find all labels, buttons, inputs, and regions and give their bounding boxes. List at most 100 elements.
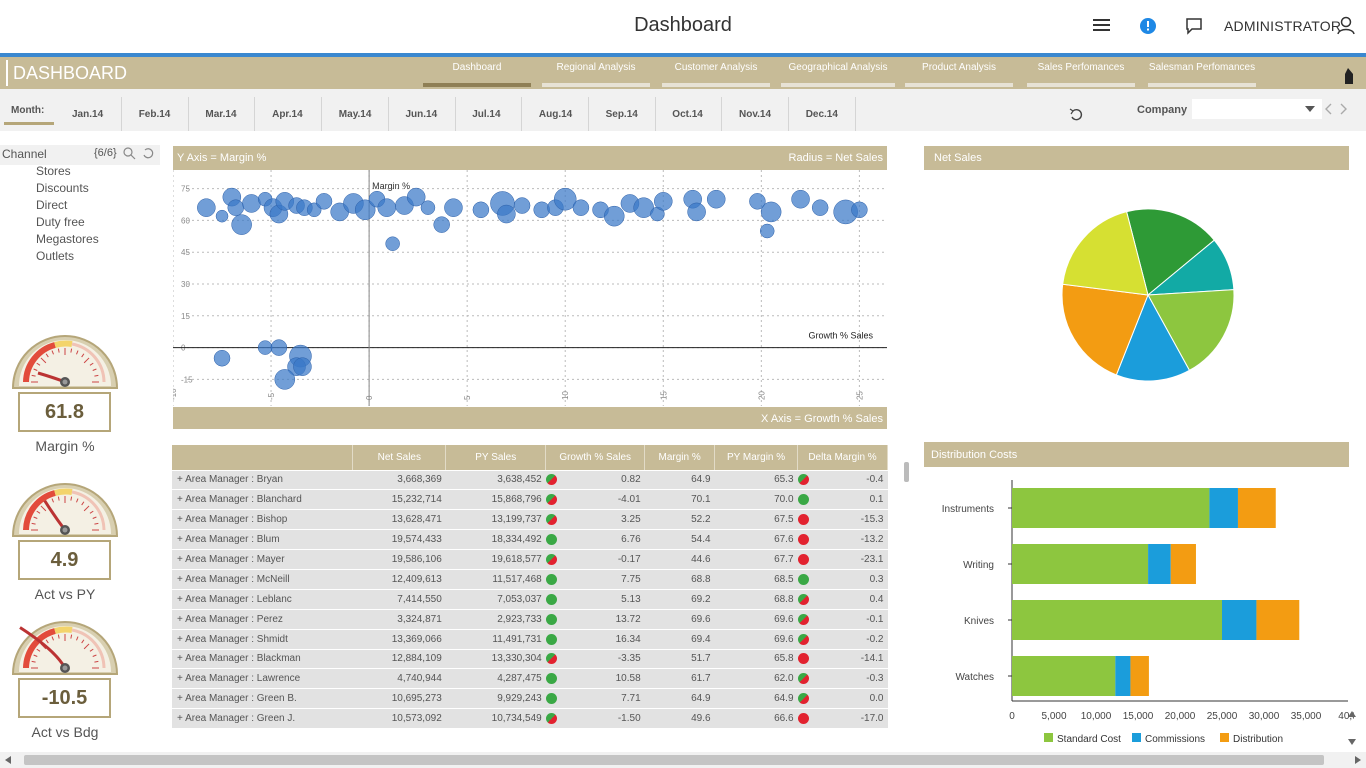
scroll-right-icon[interactable] bbox=[1354, 756, 1362, 764]
month-sep-14[interactable]: Sep.14 bbox=[605, 109, 638, 120]
tab-salesman-performances[interactable]: Salesman Perfomances bbox=[1148, 62, 1256, 87]
month-jun-14[interactable]: Jun.14 bbox=[405, 109, 438, 120]
tab-dashboard[interactable]: Dashboard bbox=[423, 62, 531, 87]
channel-item-megastores[interactable]: Megastores bbox=[36, 232, 99, 246]
month-nov-14[interactable]: Nov.14 bbox=[739, 109, 772, 120]
scatter-point[interactable] bbox=[497, 204, 516, 224]
bar-segment[interactable] bbox=[1130, 656, 1149, 696]
scatter-point[interactable] bbox=[420, 200, 436, 215]
bar-segment[interactable] bbox=[1237, 488, 1276, 528]
scrollbar-thumb[interactable] bbox=[904, 462, 909, 482]
chevron-left-icon[interactable] bbox=[1324, 103, 1332, 115]
table-row[interactable]: + Area Manager : Lawrence 4,740,944 4,287,… bbox=[172, 668, 888, 690]
row-name-cell[interactable]: + Area Manager : Green B. bbox=[172, 688, 353, 710]
reset-icon[interactable] bbox=[141, 147, 154, 160]
scatter-point[interactable] bbox=[444, 198, 463, 217]
refresh-icon[interactable] bbox=[1069, 108, 1083, 122]
column-header[interactable]: Growth % Sales bbox=[545, 445, 646, 471]
month-dec-14[interactable]: Dec.14 bbox=[805, 109, 838, 120]
bar-segment[interactable] bbox=[1170, 544, 1196, 584]
bar-segment[interactable] bbox=[1012, 600, 1222, 640]
row-name-cell[interactable]: + Area Manager : Blanchard bbox=[172, 489, 353, 511]
scatter-point[interactable] bbox=[293, 357, 312, 376]
bar-segment[interactable] bbox=[1012, 656, 1116, 696]
month-jan-14[interactable]: Jan.14 bbox=[72, 109, 104, 120]
pie-slice[interactable] bbox=[1115, 293, 1191, 382]
tab-customer-analysis[interactable]: Customer Analysis bbox=[662, 62, 770, 87]
channel-item-outlets[interactable]: Outlets bbox=[36, 249, 75, 263]
home-icon[interactable] bbox=[1343, 66, 1353, 84]
bar-segment[interactable] bbox=[1012, 544, 1149, 584]
hamburger-menu-icon[interactable] bbox=[1091, 14, 1113, 36]
column-header[interactable] bbox=[172, 445, 354, 471]
right-scrollbar[interactable] bbox=[1344, 470, 1360, 750]
bar-segment[interactable] bbox=[1012, 488, 1210, 528]
channel-item-duty-free[interactable]: Duty free bbox=[36, 215, 85, 229]
table-row[interactable]: + Area Manager : McNeill 12,409,613 11,517… bbox=[172, 569, 888, 590]
table-row[interactable]: + Area Manager : Mayer 19,586,106 19,618,5… bbox=[172, 549, 888, 570]
row-name-cell[interactable]: + Area Manager : Perez bbox=[172, 609, 353, 630]
scatter-point[interactable] bbox=[760, 201, 782, 223]
table-row[interactable]: + Area Manager : Green J. 10,573,092 10,73… bbox=[172, 708, 888, 730]
scrollbar-thumb[interactable] bbox=[24, 755, 1324, 765]
scatter-point[interactable] bbox=[553, 187, 577, 211]
row-name-cell[interactable]: + Area Manager : Green J. bbox=[172, 708, 353, 730]
row-name-cell[interactable]: + Area Manager : Blackman bbox=[172, 649, 353, 670]
tab-sales-performances[interactable]: Sales Perfomances bbox=[1027, 62, 1135, 87]
tab-regional-analysis[interactable]: Regional Analysis bbox=[542, 62, 650, 87]
month-feb-14[interactable]: Feb.14 bbox=[138, 109, 171, 120]
scatter-point[interactable] bbox=[633, 197, 654, 218]
scatter-point[interactable] bbox=[215, 209, 229, 223]
scatter-point[interactable] bbox=[706, 189, 726, 209]
scatter-point[interactable] bbox=[227, 199, 245, 216]
bar-segment[interactable] bbox=[1256, 600, 1300, 640]
table-row[interactable]: + Area Manager : Shmidt 13,369,066 11,491,… bbox=[172, 629, 888, 650]
column-header[interactable]: PY Sales bbox=[445, 445, 547, 471]
pie-slice[interactable] bbox=[1126, 208, 1215, 296]
row-name-cell[interactable]: + Area Manager : Lawrence bbox=[172, 668, 353, 690]
scatter-point[interactable] bbox=[472, 201, 490, 219]
scatter-point[interactable] bbox=[433, 216, 450, 233]
scatter-point[interactable] bbox=[851, 201, 868, 219]
table-row[interactable]: + Area Manager : Leblanc 7,414,550 7,053,0… bbox=[172, 589, 888, 610]
alert-icon[interactable] bbox=[1137, 14, 1159, 36]
pie-slice[interactable] bbox=[1061, 283, 1149, 376]
channel-item-stores[interactable]: Stores bbox=[36, 164, 71, 178]
tab-geographical-analysis[interactable]: Geographical Analysis bbox=[781, 62, 895, 87]
scroll-up-icon[interactable] bbox=[1348, 710, 1356, 718]
chevron-right-icon[interactable] bbox=[1340, 103, 1348, 115]
month-may-14[interactable]: May.14 bbox=[338, 109, 372, 120]
scatter-point[interactable] bbox=[377, 198, 397, 217]
company-select[interactable] bbox=[1192, 99, 1322, 119]
scatter-point[interactable] bbox=[811, 199, 829, 216]
scatter-point[interactable] bbox=[197, 198, 216, 217]
scatter-point[interactable] bbox=[533, 201, 550, 219]
column-header[interactable]: PY Margin % bbox=[714, 445, 799, 471]
month-aug-14[interactable]: Aug.14 bbox=[538, 109, 573, 120]
bar-segment[interactable] bbox=[1148, 544, 1171, 584]
row-name-cell[interactable]: + Area Manager : Bryan bbox=[172, 470, 353, 491]
row-name-cell[interactable]: + Area Manager : McNeill bbox=[172, 569, 353, 590]
month-apr-14[interactable]: Apr.14 bbox=[272, 109, 303, 120]
table-row[interactable]: + Area Manager : Blackman 12,884,109 13,33… bbox=[172, 649, 888, 670]
scatter-point[interactable] bbox=[572, 199, 590, 216]
row-name-cell[interactable]: + Area Manager : Shmidt bbox=[172, 629, 353, 650]
scatter-point[interactable] bbox=[270, 339, 288, 356]
scatter-point[interactable] bbox=[406, 187, 426, 207]
pie-slice[interactable] bbox=[1062, 211, 1149, 296]
row-name-cell[interactable]: + Area Manager : Bishop bbox=[172, 509, 353, 531]
scatter-point[interactable] bbox=[759, 223, 775, 239]
pie-slice[interactable] bbox=[1147, 289, 1235, 372]
month-oct-14[interactable]: Oct.14 bbox=[672, 109, 703, 120]
month-mar-14[interactable]: Mar.14 bbox=[205, 109, 237, 120]
tab-product-analysis[interactable]: Product Analysis bbox=[905, 62, 1013, 87]
table-row[interactable]: + Area Manager : Perez 3,324,871 2,923,733… bbox=[172, 609, 888, 630]
bar-segment[interactable] bbox=[1222, 600, 1257, 640]
column-header[interactable]: Net Sales bbox=[352, 445, 447, 471]
scatter-point[interactable] bbox=[749, 193, 766, 210]
scatter-point[interactable] bbox=[654, 192, 673, 211]
search-icon[interactable] bbox=[123, 147, 136, 160]
row-name-cell[interactable]: + Area Manager : Mayer bbox=[172, 549, 353, 570]
scatter-point[interactable] bbox=[274, 369, 296, 390]
bar-segment[interactable] bbox=[1115, 656, 1131, 696]
